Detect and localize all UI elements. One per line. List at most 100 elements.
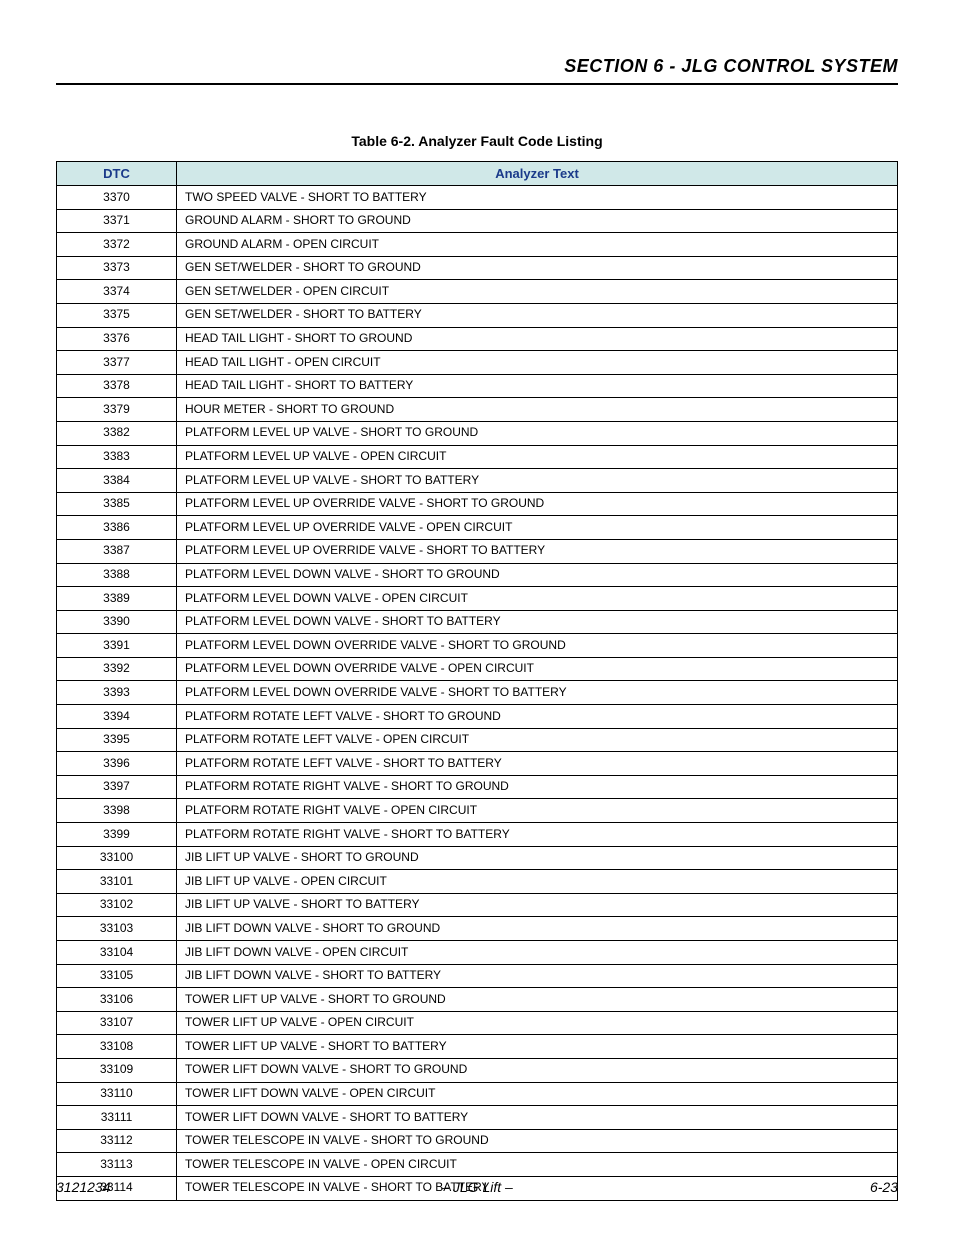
analyzer-text-cell: TOWER LIFT DOWN VALVE - SHORT TO BATTERY [177,1106,898,1130]
table-row: 3384PLATFORM LEVEL UP VALVE - SHORT TO B… [57,469,898,493]
analyzer-text-cell: PLATFORM LEVEL UP OVERRIDE VALVE - SHORT… [177,539,898,563]
analyzer-text-cell: JIB LIFT DOWN VALVE - SHORT TO GROUND [177,917,898,941]
analyzer-text-cell: GEN SET/WELDER - SHORT TO GROUND [177,256,898,280]
table-row: 3370TWO SPEED VALVE - SHORT TO BATTERY [57,186,898,210]
analyzer-text-cell: PLATFORM LEVEL UP VALVE - OPEN CIRCUIT [177,445,898,469]
analyzer-text-cell: GEN SET/WELDER - SHORT TO BATTERY [177,303,898,327]
dtc-cell: 3394 [57,705,177,729]
analyzer-text-cell: HEAD TAIL LIGHT - SHORT TO GROUND [177,327,898,351]
table-row: 3390PLATFORM LEVEL DOWN VALVE - SHORT TO… [57,610,898,634]
dtc-cell: 33108 [57,1035,177,1059]
table-row: 3372GROUND ALARM - OPEN CIRCUIT [57,233,898,257]
analyzer-text-cell: TOWER LIFT UP VALVE - SHORT TO BATTERY [177,1035,898,1059]
table-row: 33112TOWER TELESCOPE IN VALVE - SHORT TO… [57,1129,898,1153]
dtc-cell: 33111 [57,1106,177,1130]
dtc-cell: 3371 [57,209,177,233]
table-row: 3374GEN SET/WELDER - OPEN CIRCUIT [57,280,898,304]
table-row: 3388PLATFORM LEVEL DOWN VALVE - SHORT TO… [57,563,898,587]
dtc-cell: 33102 [57,893,177,917]
analyzer-text-cell: PLATFORM ROTATE LEFT VALVE - SHORT TO BA… [177,752,898,776]
dtc-cell: 33104 [57,941,177,965]
table-row: 3377HEAD TAIL LIGHT - OPEN CIRCUIT [57,351,898,375]
fault-code-table: DTC Analyzer Text 3370TWO SPEED VALVE - … [56,161,898,1201]
dtc-cell: 3376 [57,327,177,351]
table-row: 33113TOWER TELESCOPE IN VALVE - OPEN CIR… [57,1153,898,1177]
dtc-cell: 3390 [57,610,177,634]
dtc-cell: 3392 [57,657,177,681]
table-row: 3398PLATFORM ROTATE RIGHT VALVE - OPEN C… [57,799,898,823]
table-row: 3376HEAD TAIL LIGHT - SHORT TO GROUND [57,327,898,351]
table-row: 3391PLATFORM LEVEL DOWN OVERRIDE VALVE -… [57,634,898,658]
dtc-cell: 3399 [57,823,177,847]
table-row: 3379HOUR METER - SHORT TO GROUND [57,398,898,422]
dtc-cell: 33101 [57,870,177,894]
dtc-cell: 33106 [57,988,177,1012]
analyzer-text-cell: PLATFORM LEVEL DOWN VALVE - SHORT TO BAT… [177,610,898,634]
header-rule [56,83,898,85]
analyzer-text-cell: PLATFORM LEVEL UP VALVE - SHORT TO BATTE… [177,469,898,493]
dtc-cell: 3396 [57,752,177,776]
analyzer-text-cell: PLATFORM ROTATE LEFT VALVE - OPEN CIRCUI… [177,728,898,752]
analyzer-text-cell: TOWER TELESCOPE IN VALVE - SHORT TO GROU… [177,1129,898,1153]
table-row: 33107TOWER LIFT UP VALVE - OPEN CIRCUIT [57,1011,898,1035]
analyzer-text-cell: TOWER LIFT UP VALVE - OPEN CIRCUIT [177,1011,898,1035]
dtc-cell: 3379 [57,398,177,422]
analyzer-text-cell: PLATFORM LEVEL UP OVERRIDE VALVE - SHORT… [177,492,898,516]
analyzer-text-cell: PLATFORM LEVEL DOWN OVERRIDE VALVE - SHO… [177,681,898,705]
table-row: 3387PLATFORM LEVEL UP OVERRIDE VALVE - S… [57,539,898,563]
table-row: 3378HEAD TAIL LIGHT - SHORT TO BATTERY [57,374,898,398]
table-row: 3395PLATFORM ROTATE LEFT VALVE - OPEN CI… [57,728,898,752]
table-row: 33102JIB LIFT UP VALVE - SHORT TO BATTER… [57,893,898,917]
analyzer-text-cell: TOWER LIFT DOWN VALVE - OPEN CIRCUIT [177,1082,898,1106]
analyzer-text-cell: TWO SPEED VALVE - SHORT TO BATTERY [177,186,898,210]
table-row: 33101JIB LIFT UP VALVE - OPEN CIRCUIT [57,870,898,894]
table-row: 33104JIB LIFT DOWN VALVE - OPEN CIRCUIT [57,941,898,965]
page-content: SECTION 6 - JLG CONTROL SYSTEM Table 6-2… [0,0,954,1201]
analyzer-text-cell: GROUND ALARM - OPEN CIRCUIT [177,233,898,257]
table-row: 3396PLATFORM ROTATE LEFT VALVE - SHORT T… [57,752,898,776]
col-header-dtc: DTC [57,162,177,186]
analyzer-text-cell: GROUND ALARM - SHORT TO GROUND [177,209,898,233]
table-row: 33111TOWER LIFT DOWN VALVE - SHORT TO BA… [57,1106,898,1130]
dtc-cell: 33107 [57,1011,177,1035]
dtc-cell: 3374 [57,280,177,304]
dtc-cell: 33105 [57,964,177,988]
analyzer-text-cell: HEAD TAIL LIGHT - OPEN CIRCUIT [177,351,898,375]
analyzer-text-cell: JIB LIFT UP VALVE - SHORT TO GROUND [177,846,898,870]
analyzer-text-cell: PLATFORM LEVEL UP VALVE - SHORT TO GROUN… [177,421,898,445]
dtc-cell: 3373 [57,256,177,280]
dtc-cell: 3398 [57,799,177,823]
analyzer-text-cell: TOWER LIFT UP VALVE - SHORT TO GROUND [177,988,898,1012]
analyzer-text-cell: PLATFORM ROTATE RIGHT VALVE - OPEN CIRCU… [177,799,898,823]
dtc-cell: 33103 [57,917,177,941]
dtc-cell: 3377 [57,351,177,375]
analyzer-text-cell: PLATFORM LEVEL DOWN VALVE - OPEN CIRCUIT [177,587,898,611]
table-row: 33103JIB LIFT DOWN VALVE - SHORT TO GROU… [57,917,898,941]
table-row: 3375GEN SET/WELDER - SHORT TO BATTERY [57,303,898,327]
table-header-row: DTC Analyzer Text [57,162,898,186]
table-row: 33100JIB LIFT UP VALVE - SHORT TO GROUND [57,846,898,870]
table-row: 33106TOWER LIFT UP VALVE - SHORT TO GROU… [57,988,898,1012]
table-row: 3392PLATFORM LEVEL DOWN OVERRIDE VALVE -… [57,657,898,681]
page-footer: – JLG Lift – 3121234 6-23 [56,1179,898,1195]
table-row: 33110TOWER LIFT DOWN VALVE - OPEN CIRCUI… [57,1082,898,1106]
analyzer-text-cell: PLATFORM LEVEL DOWN OVERRIDE VALVE - OPE… [177,657,898,681]
table-row: 3382PLATFORM LEVEL UP VALVE - SHORT TO G… [57,421,898,445]
dtc-cell: 3383 [57,445,177,469]
dtc-cell: 3378 [57,374,177,398]
analyzer-text-cell: JIB LIFT UP VALVE - OPEN CIRCUIT [177,870,898,894]
analyzer-text-cell: JIB LIFT DOWN VALVE - OPEN CIRCUIT [177,941,898,965]
analyzer-text-cell: HOUR METER - SHORT TO GROUND [177,398,898,422]
dtc-cell: 3382 [57,421,177,445]
dtc-cell: 3372 [57,233,177,257]
table-row: 3386PLATFORM LEVEL UP OVERRIDE VALVE - O… [57,516,898,540]
dtc-cell: 3395 [57,728,177,752]
footer-center: – JLG Lift – [56,1179,898,1195]
table-row: 3385PLATFORM LEVEL UP OVERRIDE VALVE - S… [57,492,898,516]
table-row: 3394PLATFORM ROTATE LEFT VALVE - SHORT T… [57,705,898,729]
analyzer-text-cell: PLATFORM LEVEL DOWN OVERRIDE VALVE - SHO… [177,634,898,658]
analyzer-text-cell: TOWER TELESCOPE IN VALVE - OPEN CIRCUIT [177,1153,898,1177]
table-row: 3373GEN SET/WELDER - SHORT TO GROUND [57,256,898,280]
table-row: 3393PLATFORM LEVEL DOWN OVERRIDE VALVE -… [57,681,898,705]
analyzer-text-cell: PLATFORM ROTATE LEFT VALVE - SHORT TO GR… [177,705,898,729]
